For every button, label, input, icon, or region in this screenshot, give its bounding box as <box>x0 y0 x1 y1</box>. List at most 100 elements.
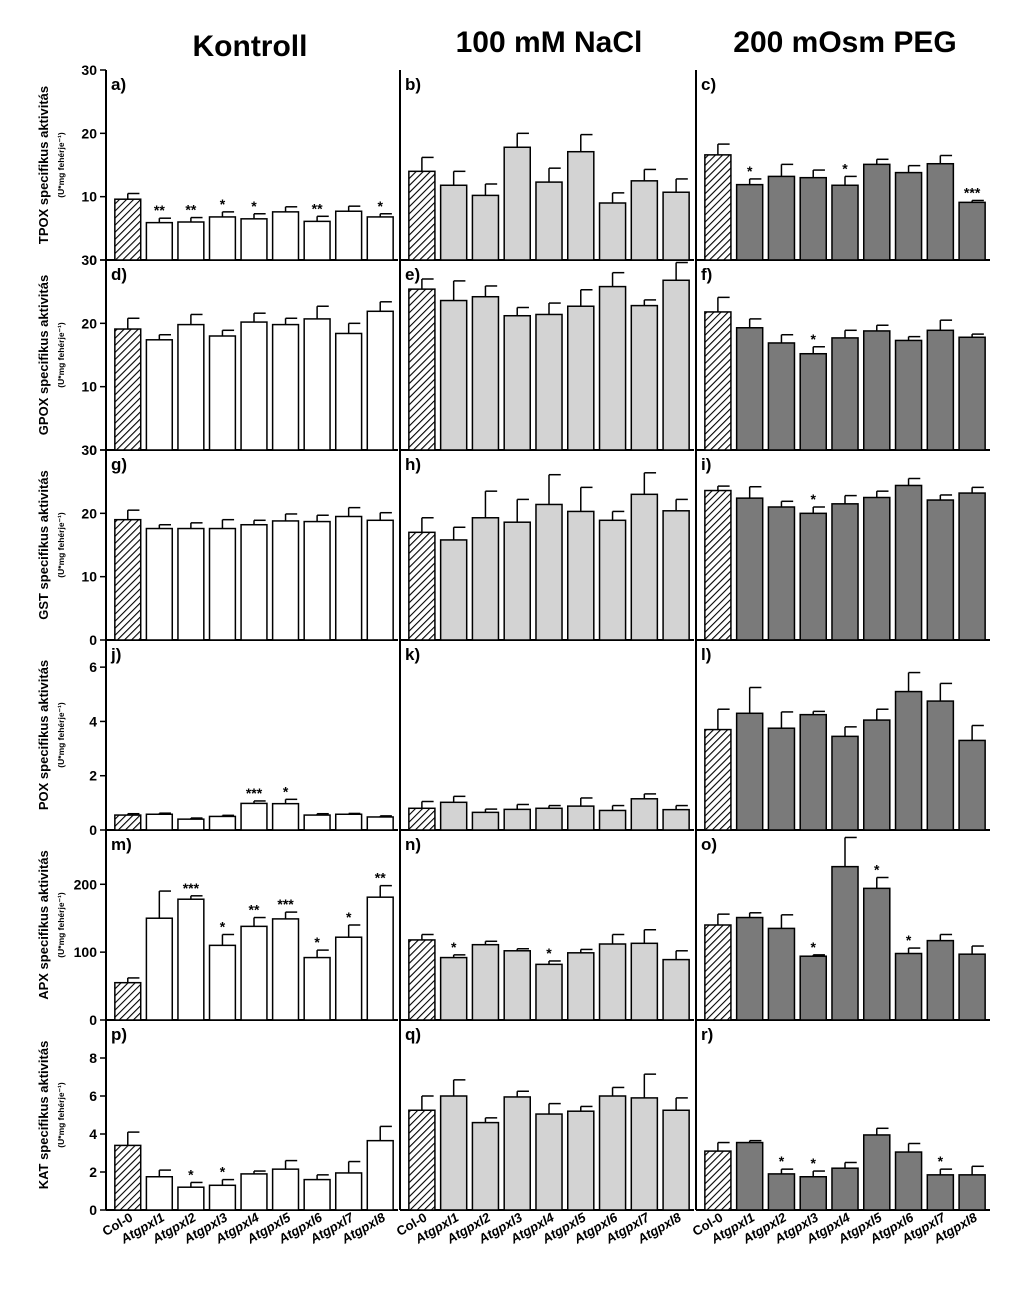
y-axis-label: POX specifikus aktivitás <box>36 660 51 810</box>
bar <box>926 1174 955 1211</box>
panel-i: i) * <box>695 450 990 641</box>
significance-mark: * <box>874 862 880 878</box>
column-title-nacl: 100 mM NaCl <box>456 26 643 59</box>
bar <box>114 518 142 641</box>
bar <box>535 807 563 831</box>
bar <box>662 510 690 641</box>
bar <box>862 719 891 831</box>
y-tick-label: 6 <box>89 1088 97 1104</box>
bar <box>303 1178 331 1211</box>
bar <box>894 1151 923 1211</box>
bar <box>958 739 986 831</box>
y-axis-unit: (U*mg fehérje⁻¹) <box>56 1082 66 1148</box>
bar <box>366 310 394 451</box>
panel-label: k) <box>405 645 420 664</box>
bar <box>208 527 237 641</box>
bar <box>303 956 331 1021</box>
bar <box>799 352 828 451</box>
panel-label: c) <box>701 75 716 94</box>
bar <box>598 285 627 451</box>
bar <box>535 313 563 451</box>
y-axis-label: KAT specifikus aktivitás <box>36 1041 51 1190</box>
bar <box>408 1109 436 1211</box>
bar <box>177 527 205 641</box>
significance-mark: * <box>220 919 226 935</box>
bar <box>958 492 986 641</box>
bar <box>662 191 690 261</box>
bar <box>145 917 174 1021</box>
panel-n: n) * * <box>399 830 694 1021</box>
bar <box>735 327 764 451</box>
bar <box>366 896 394 1021</box>
bar <box>439 801 468 831</box>
bar <box>958 1174 986 1211</box>
bar <box>177 898 205 1021</box>
bar <box>271 802 300 831</box>
bar <box>894 484 923 641</box>
significance-mark: * <box>220 196 226 212</box>
panel-label: r) <box>701 1025 713 1044</box>
bar <box>598 202 627 261</box>
panel-label: g) <box>111 455 127 474</box>
bar <box>408 807 436 831</box>
significance-mark: * <box>779 1153 785 1169</box>
bar <box>240 925 268 1021</box>
bar <box>177 818 205 831</box>
bar <box>114 328 142 451</box>
significance-mark: ** <box>185 202 196 218</box>
bar <box>799 176 828 261</box>
significance-mark: ** <box>154 202 165 218</box>
bar <box>240 523 268 641</box>
bar <box>366 816 394 831</box>
bar <box>535 1113 563 1211</box>
bar <box>630 180 659 261</box>
significance-mark: * <box>842 160 848 176</box>
bar <box>767 175 796 261</box>
y-axis-label: GST specifikus aktivitás <box>36 470 51 620</box>
bar <box>894 339 923 451</box>
column-title-peg: 200 mOsm PEG <box>733 26 956 59</box>
panel-label: m) <box>111 835 132 854</box>
bar <box>471 1121 500 1211</box>
bar <box>630 942 659 1021</box>
significance-mark: * <box>283 783 289 799</box>
bar <box>208 944 237 1021</box>
significance-mark: * <box>747 163 753 179</box>
y-tick-label: 0 <box>89 632 97 648</box>
chart-grid: TPOX specifikus aktivitás (U*mg fehérje⁻¹… <box>36 62 990 1247</box>
significance-mark: * <box>810 331 816 347</box>
panel-label: f) <box>701 265 712 284</box>
bar <box>271 323 300 451</box>
bar <box>735 712 764 831</box>
bar <box>408 170 436 261</box>
bar <box>114 198 142 261</box>
bar <box>240 1173 268 1211</box>
bar <box>145 813 174 831</box>
y-tick-label: 0 <box>89 1202 97 1218</box>
y-axis-unit: (U*mg fehérje⁻¹) <box>56 322 66 388</box>
bar <box>735 183 764 261</box>
bar <box>598 943 627 1021</box>
bar <box>894 690 923 831</box>
bar <box>926 939 955 1021</box>
bar <box>303 220 331 261</box>
bar <box>240 321 268 451</box>
bar <box>177 1186 205 1211</box>
bar <box>767 342 796 451</box>
y-axis-label: GPOX specifikus aktivitás <box>36 275 51 435</box>
bar <box>566 305 595 451</box>
bar <box>114 981 142 1021</box>
y-tick-label: 2 <box>89 1164 97 1180</box>
significance-mark: * <box>810 491 816 507</box>
bar <box>926 700 955 831</box>
y-axis-unit: (U*mg fehérje⁻¹) <box>56 512 66 578</box>
bar <box>408 531 436 641</box>
bar <box>704 311 732 451</box>
bar <box>334 1172 363 1211</box>
significance-mark: * <box>346 909 352 925</box>
bar <box>503 314 532 451</box>
bar <box>208 815 237 831</box>
bar <box>208 1184 237 1211</box>
y-tick-label: 200 <box>74 876 98 892</box>
